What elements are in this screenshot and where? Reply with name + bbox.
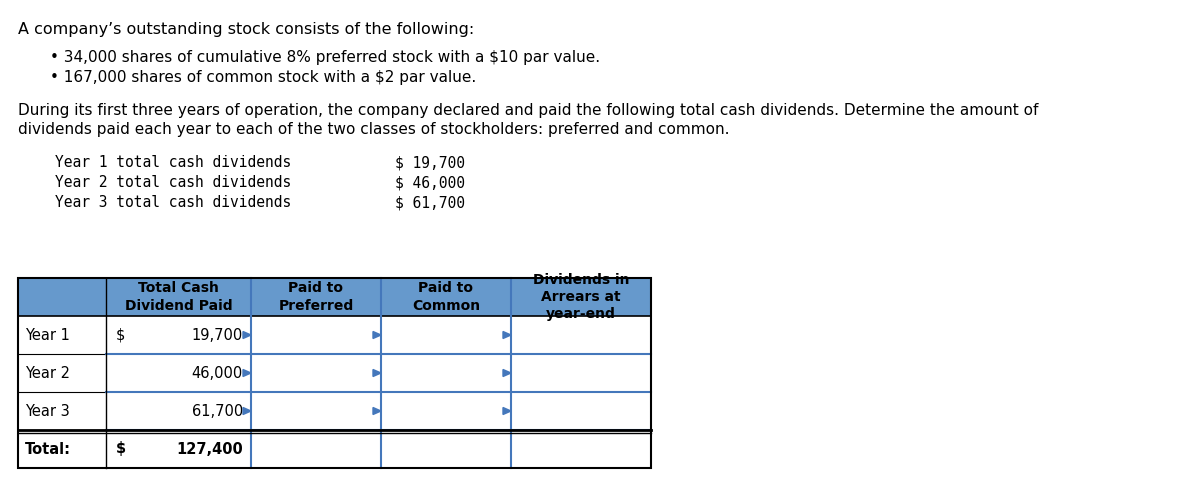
Text: 19,700: 19,700 <box>192 327 242 343</box>
Text: • 34,000 shares of cumulative 8% preferred stock with a $10 par value.: • 34,000 shares of cumulative 8% preferr… <box>50 50 600 65</box>
Text: $: $ <box>116 442 126 456</box>
Bar <box>18 316 650 354</box>
Text: 46,000: 46,000 <box>192 365 242 381</box>
Polygon shape <box>373 332 382 338</box>
Text: $ 19,700: $ 19,700 <box>395 155 466 170</box>
Polygon shape <box>373 408 382 415</box>
Text: Year 1: Year 1 <box>25 327 70 343</box>
Polygon shape <box>503 370 511 376</box>
Polygon shape <box>503 332 511 338</box>
Text: Year 2: Year 2 <box>25 365 70 381</box>
Text: dividends paid each year to each of the two classes of stockholders: preferred a: dividends paid each year to each of the … <box>18 122 730 137</box>
Text: 61,700: 61,700 <box>192 404 242 419</box>
Text: Paid to
Preferred: Paid to Preferred <box>278 281 354 312</box>
Text: Year 3 total cash dividends: Year 3 total cash dividends <box>55 195 292 210</box>
Polygon shape <box>373 370 382 376</box>
Bar <box>18 392 650 430</box>
Text: Total Cash
Dividend Paid: Total Cash Dividend Paid <box>125 281 233 312</box>
Text: $: $ <box>116 327 125 343</box>
Text: Dividends in
Arrears at
year-end: Dividends in Arrears at year-end <box>533 273 629 321</box>
Bar <box>18 354 650 392</box>
Bar <box>18 278 650 316</box>
Text: $ 61,700: $ 61,700 <box>395 195 466 210</box>
Bar <box>18 278 650 468</box>
Polygon shape <box>242 370 251 376</box>
Text: Total:: Total: <box>25 442 71 456</box>
Polygon shape <box>503 408 511 415</box>
Text: Year 1 total cash dividends: Year 1 total cash dividends <box>55 155 292 170</box>
Text: Year 3: Year 3 <box>25 404 70 419</box>
Text: During its first three years of operation, the company declared and paid the fol: During its first three years of operatio… <box>18 103 1038 118</box>
Text: $ 46,000: $ 46,000 <box>395 175 466 190</box>
Text: • 167,000 shares of common stock with a $2 par value.: • 167,000 shares of common stock with a … <box>50 70 476 85</box>
Text: 127,400: 127,400 <box>176 442 242 456</box>
Text: Year 2 total cash dividends: Year 2 total cash dividends <box>55 175 292 190</box>
Text: Paid to
Common: Paid to Common <box>412 281 480 312</box>
Polygon shape <box>242 408 251 415</box>
Bar <box>18 430 650 468</box>
Text: A company’s outstanding stock consists of the following:: A company’s outstanding stock consists o… <box>18 22 474 37</box>
Polygon shape <box>242 332 251 338</box>
